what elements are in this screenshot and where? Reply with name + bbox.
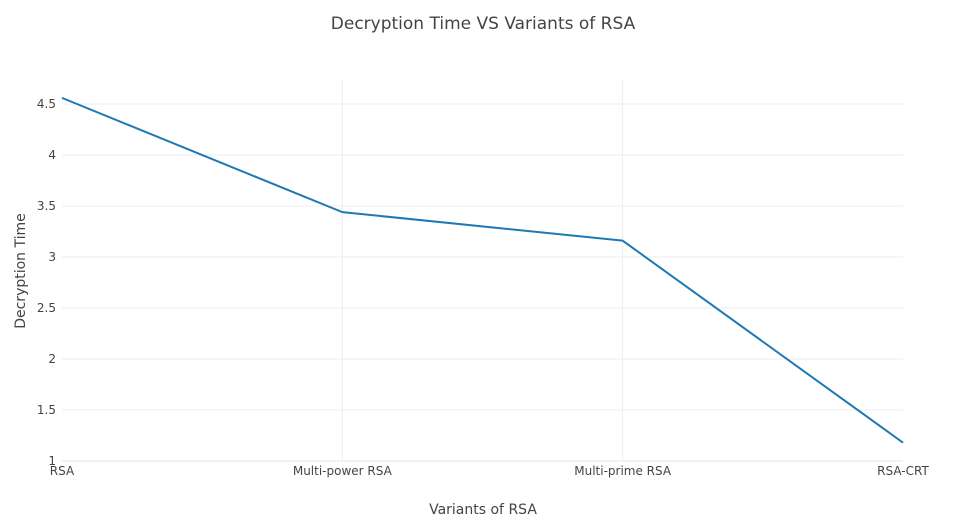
data-series: [61, 96, 904, 444]
chart-title: Decryption Time VS Variants of RSA: [331, 14, 636, 34]
y-axis-ticks: 1 1.5 2 2.5 3 3.5 4 4.5: [37, 97, 56, 468]
x-tick-label: RSA: [50, 464, 75, 478]
y-tick-label: 2: [48, 352, 56, 366]
x-tick-label: Multi-prime RSA: [574, 464, 672, 478]
y-tick-label: 1: [48, 454, 56, 468]
x-axis-ticks: RSA Multi-power RSA Multi-prime RSA RSA-CRT: [50, 464, 930, 478]
y-tick-label: 4.5: [37, 97, 56, 111]
y-tick-label: 3: [48, 250, 56, 264]
y-tick-label: 3.5: [37, 199, 56, 213]
series-line: [61, 96, 904, 444]
y-axis-title: Decryption Time: [13, 213, 29, 329]
x-tick-label: Multi-power RSA: [293, 464, 393, 478]
y-tick-label: 4: [48, 148, 56, 162]
y-tick-label: 2.5: [37, 301, 56, 315]
x-axis-title: Variants of RSA: [429, 502, 537, 518]
x-tick-label: RSA-CRT: [877, 464, 929, 478]
y-tick-label: 1.5: [37, 403, 56, 417]
